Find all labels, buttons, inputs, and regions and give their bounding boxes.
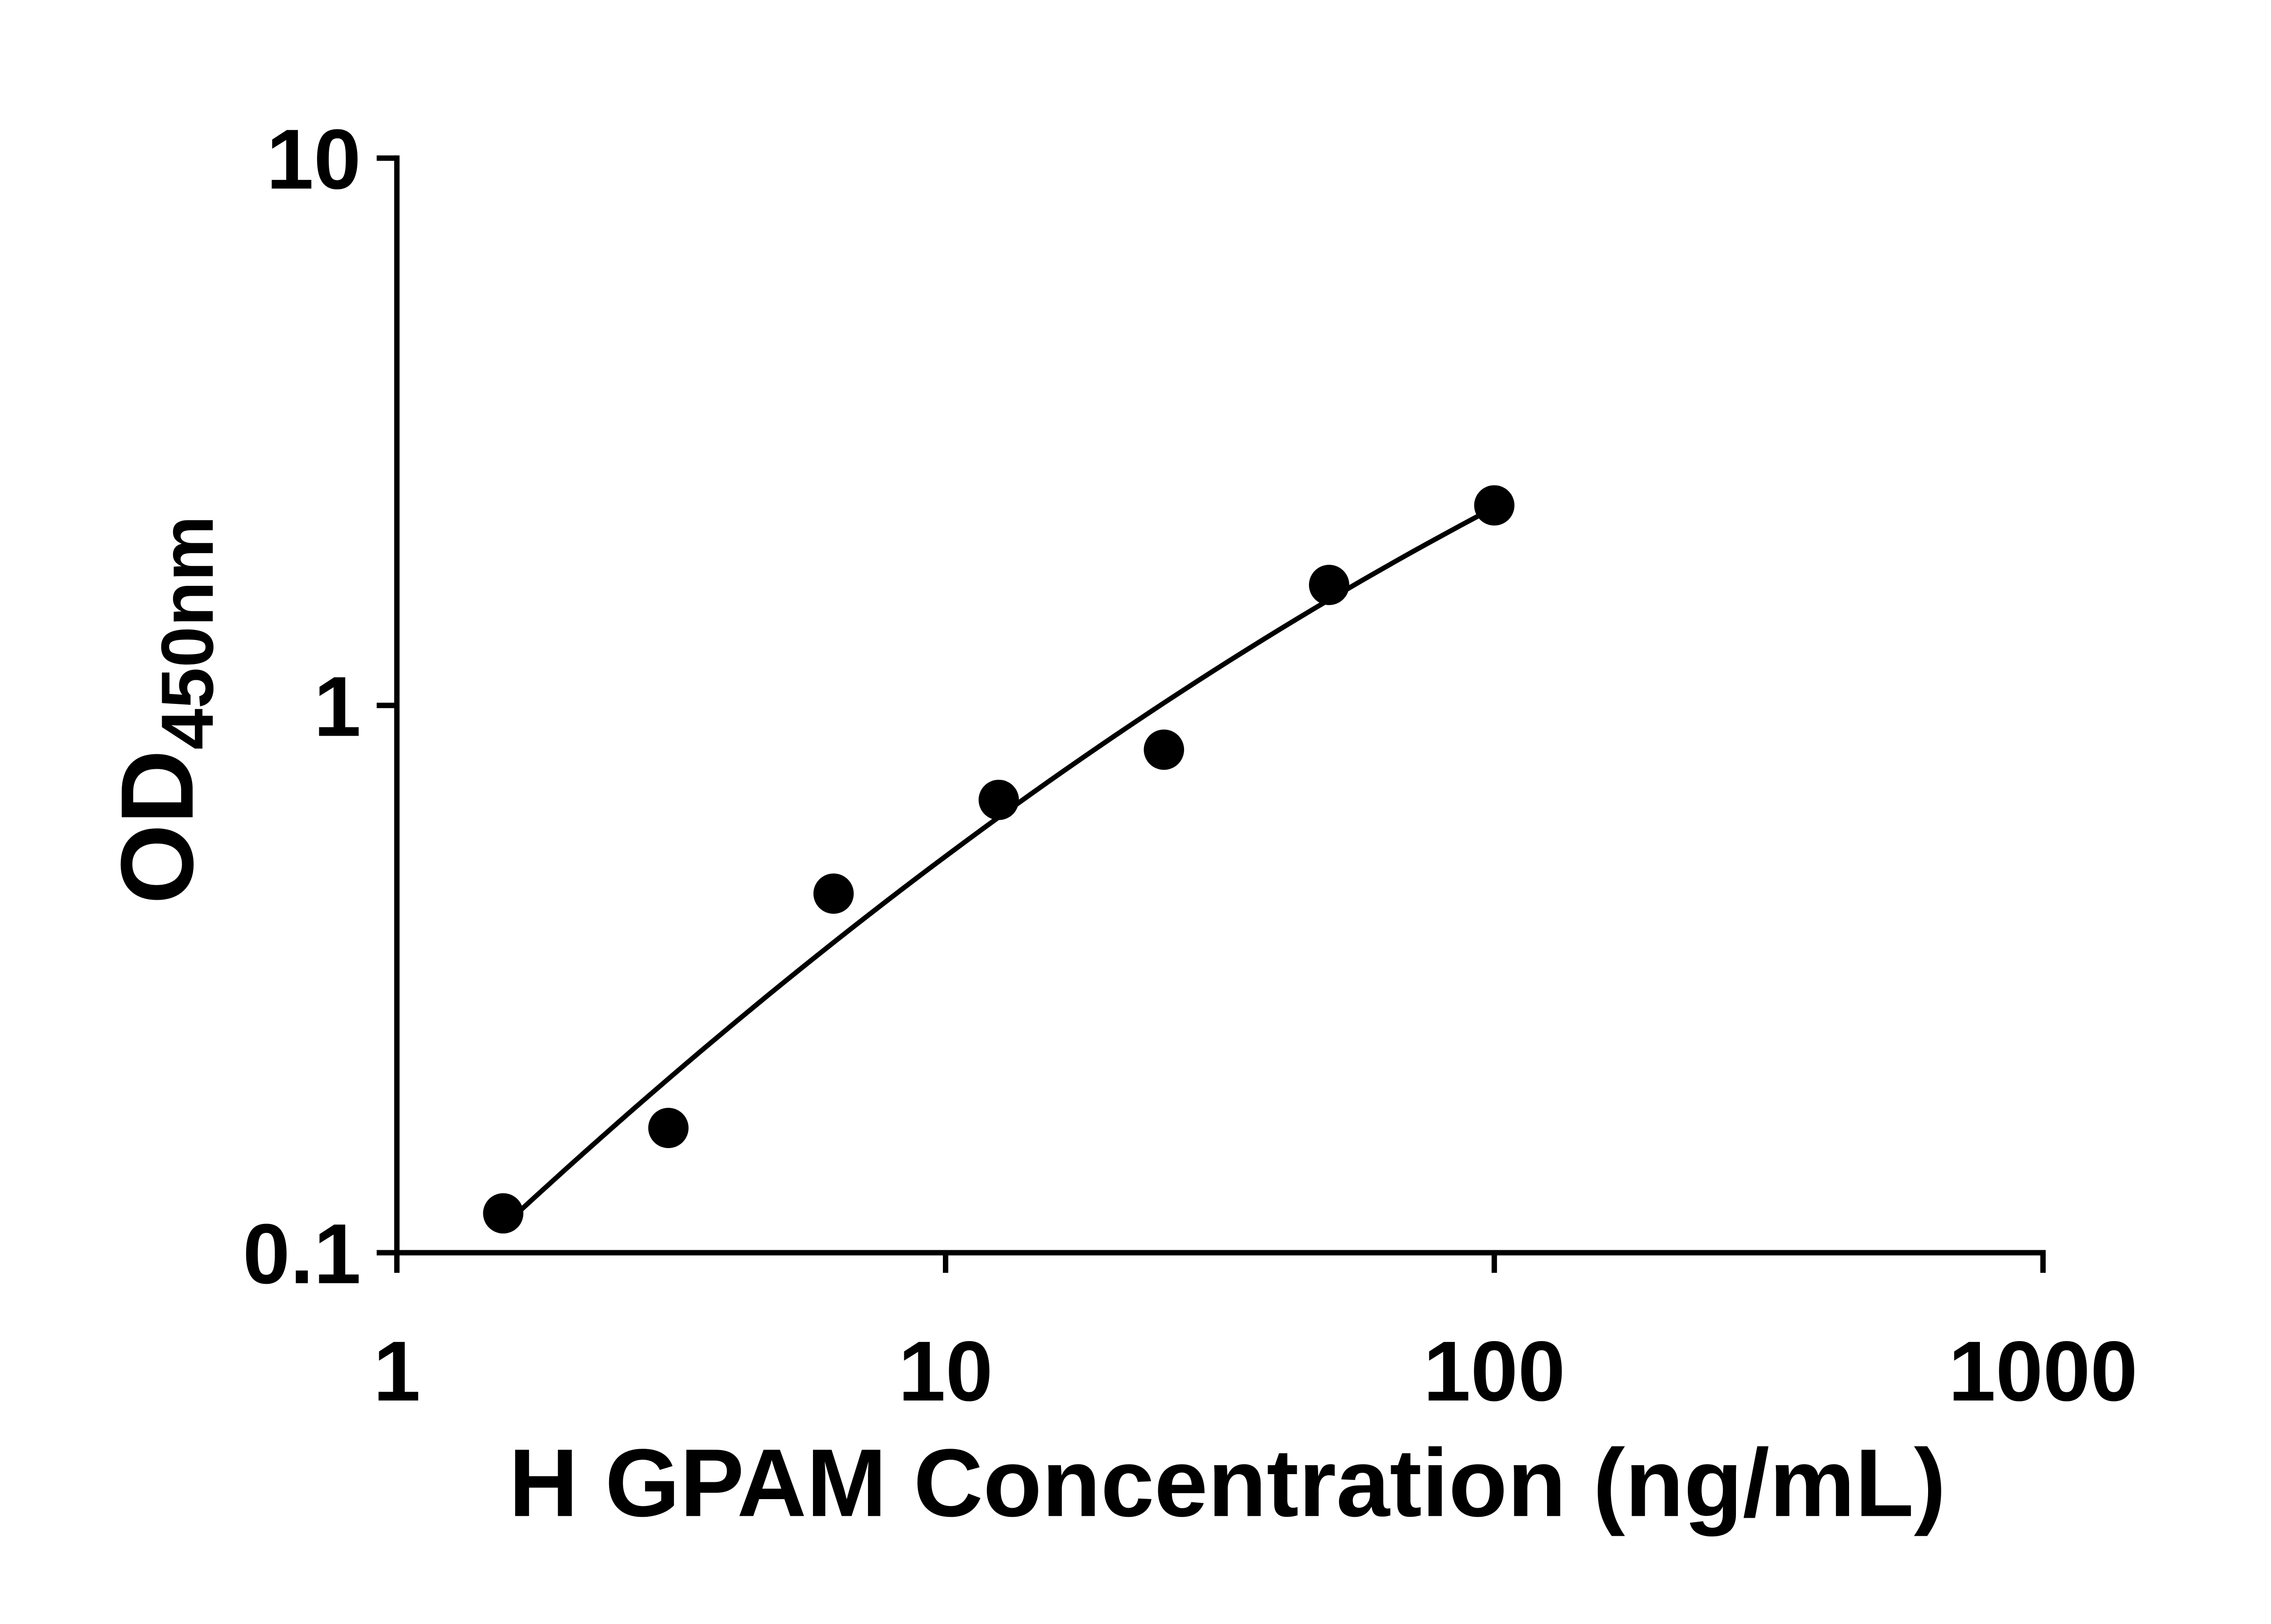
axes: [394, 155, 2046, 1256]
y-tick-label: 10: [266, 111, 361, 207]
axis-lines: [394, 155, 2046, 1256]
data-point: [1474, 485, 1515, 526]
x-tick-label: 1000: [1949, 1323, 2138, 1419]
data-point: [1144, 729, 1184, 770]
data-series: [483, 485, 1515, 1234]
x-tick-label: 10: [898, 1323, 993, 1419]
y-axis-title: OD450nm: [100, 515, 228, 904]
y-tick-label: 0.1: [243, 1206, 361, 1301]
y-tick-label: 1: [314, 659, 361, 754]
data-point: [1309, 564, 1349, 605]
y-axis-title-sub: 450nm: [146, 515, 228, 750]
x-tick-label: 1: [373, 1323, 421, 1419]
x-tick-label: 100: [1423, 1323, 1566, 1419]
x-axis-title: H GPAM Concentration (ng/mL): [509, 1429, 1946, 1536]
data-point: [483, 1193, 524, 1234]
axis-ticks: [377, 155, 2046, 1273]
data-point: [813, 873, 854, 914]
data-point: [648, 1108, 689, 1149]
y-axis-title-main: OD: [100, 750, 215, 904]
data-point: [978, 779, 1019, 820]
